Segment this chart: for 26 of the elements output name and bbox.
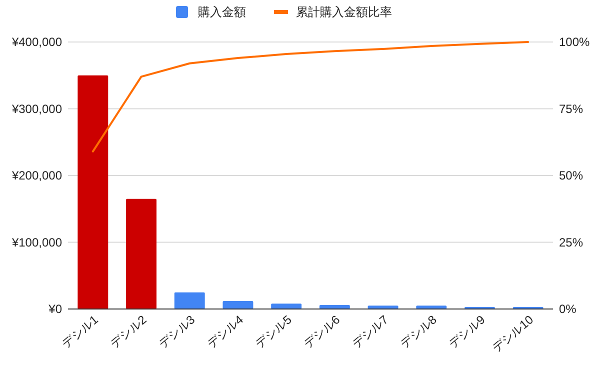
bar: [222, 300, 254, 309]
x-tick-label: デシル2: [107, 312, 150, 351]
bar: [174, 292, 205, 309]
x-tick-label: デシル9: [446, 312, 488, 351]
y2-tick-label: 25%: [559, 235, 584, 250]
bar: [271, 304, 302, 309]
y-tick-label: ¥400,000: [10, 35, 62, 50]
x-tick-label: デシル8: [398, 312, 440, 351]
y2-tick-label: 100%: [559, 35, 590, 50]
legend-label: 累計購入金額比率: [296, 5, 392, 19]
line-series: [92, 41, 530, 152]
y2-tick-label: 50%: [559, 168, 584, 183]
x-tick-label: デシル3: [156, 312, 198, 351]
x-tick-label: デシル4: [204, 312, 246, 351]
bar: [78, 75, 108, 309]
x-tick-label: デシル5: [252, 312, 294, 351]
x-tick-label: デシル6: [300, 312, 343, 351]
x-tick-label: デシル7: [349, 312, 392, 351]
y-tick-label: ¥100,000: [10, 235, 62, 250]
bar: [126, 198, 156, 309]
legend-label: 購入金額: [198, 5, 246, 19]
y2-tick-label: 75%: [559, 102, 584, 116]
y2-tick-label: 0%: [559, 302, 577, 316]
x-tick-label: デシル10: [489, 312, 536, 356]
y-tick-label: ¥300,000: [10, 102, 62, 116]
y-tick-label: ¥200,000: [10, 168, 62, 183]
